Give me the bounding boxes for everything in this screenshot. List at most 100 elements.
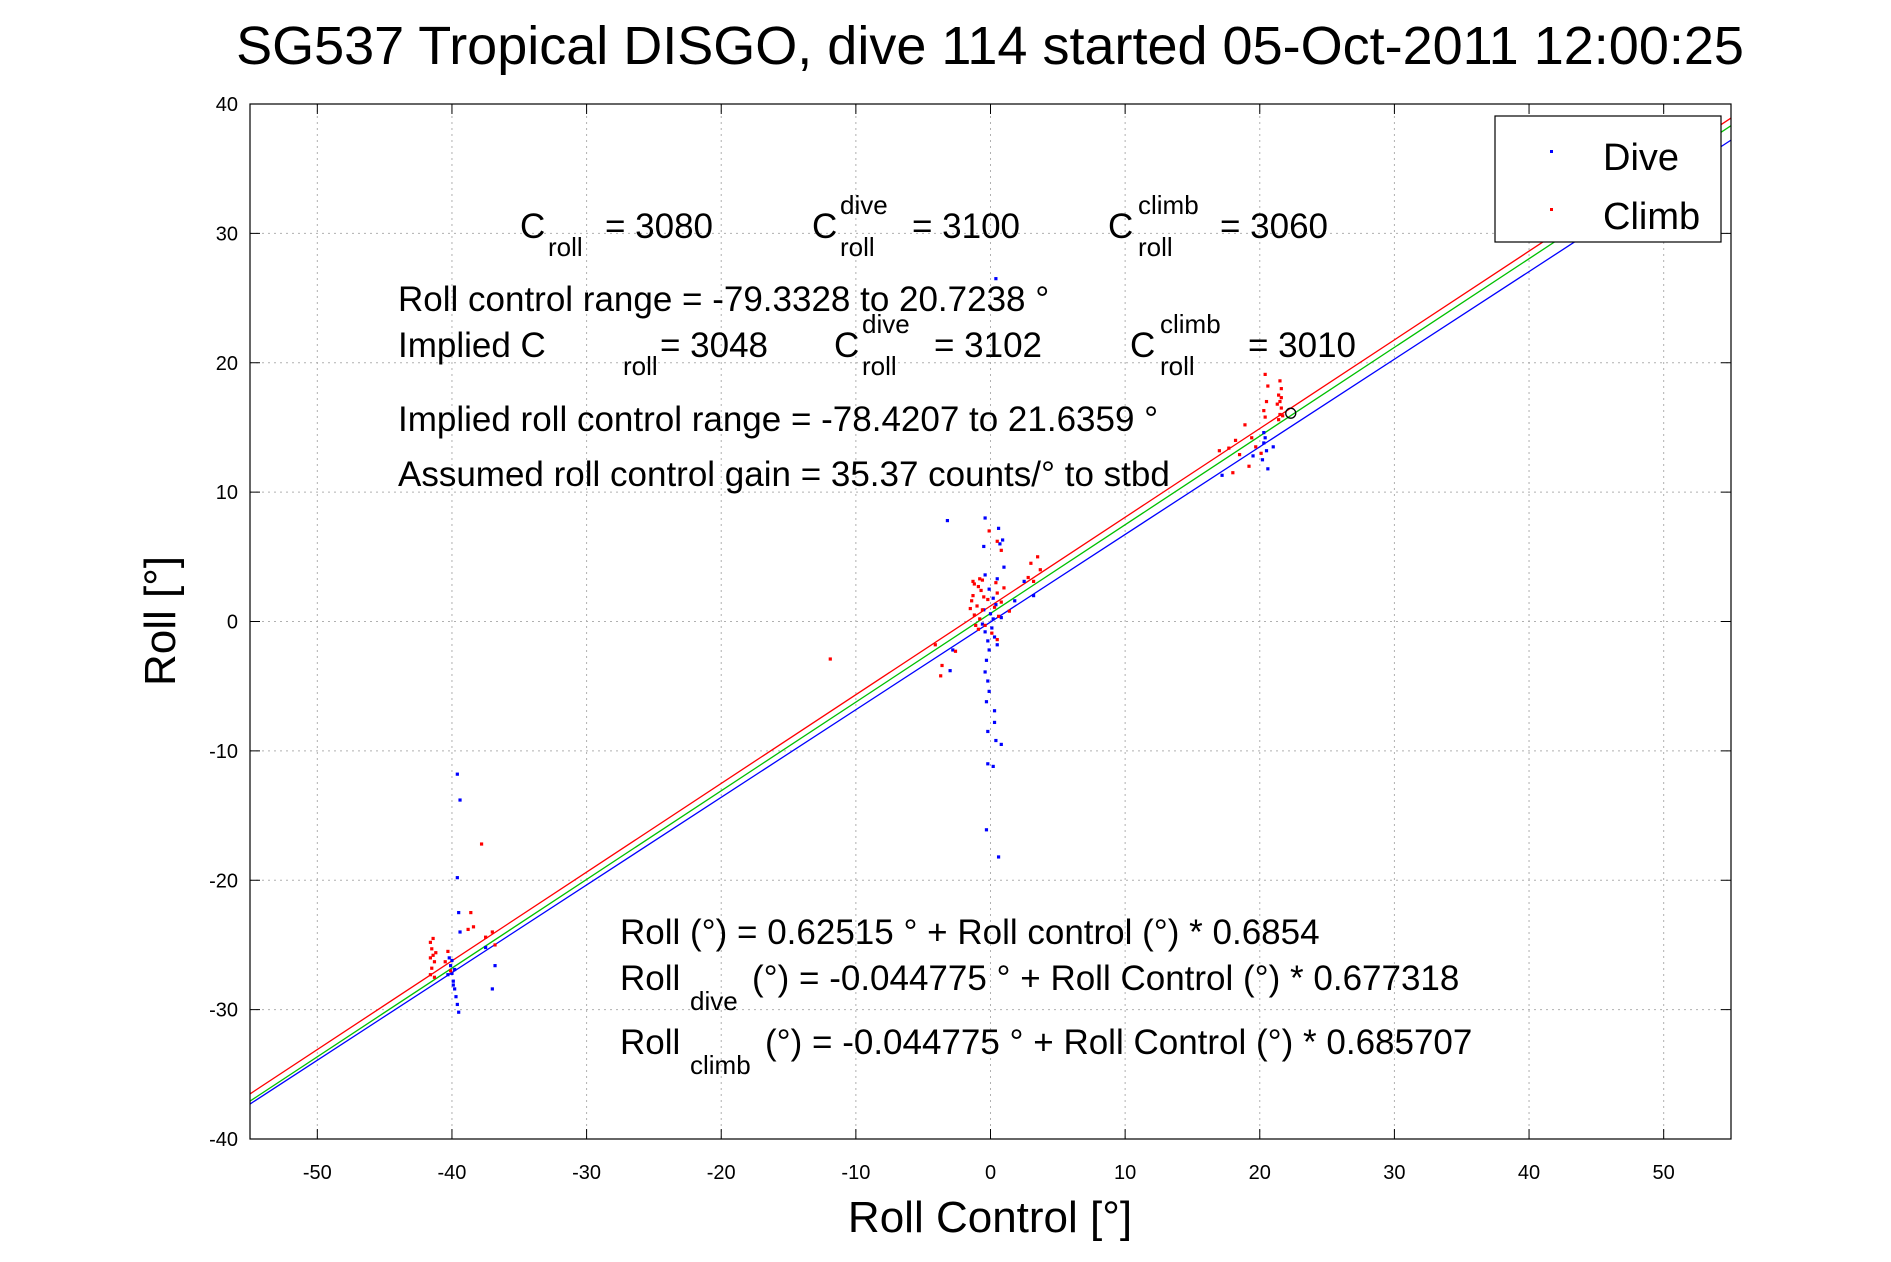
y-tick-label: 10: [216, 482, 238, 504]
x-tick-label: 20: [1249, 1162, 1271, 1184]
x-tick-label: -20: [707, 1162, 736, 1184]
climb-point: [431, 953, 435, 957]
dive-point: [446, 973, 450, 977]
climb-point: [1007, 609, 1011, 613]
y-tick-label: 0: [227, 612, 238, 634]
dive-point: [449, 964, 453, 968]
climb-point: [1278, 412, 1282, 417]
dive-point: [455, 772, 459, 776]
data-points: [428, 277, 1297, 1014]
dive-point: [1013, 599, 1017, 603]
dive-point: [980, 622, 985, 626]
equation-climb-label: Roll: [620, 1023, 680, 1062]
dive-point: [1271, 445, 1275, 449]
climb-point: [430, 947, 434, 951]
dive-point: [992, 635, 997, 639]
implied-c-roll-dive-value: = 3102: [934, 326, 1042, 365]
dive-point: [1262, 431, 1266, 435]
climb-point: [995, 591, 999, 595]
dive-point: [982, 544, 986, 549]
climb-point: [1279, 387, 1283, 391]
dive-point: [992, 720, 997, 725]
equation-dive: Roll dive (°) = -0.044775 ° + Roll Contr…: [620, 959, 1459, 1016]
climb-point: [1250, 436, 1254, 440]
implied-c-roll-climb-value: = 3010: [1248, 326, 1356, 365]
highlight-circle-marker: [1285, 407, 1297, 419]
climb-point: [828, 657, 832, 661]
climb-point: [995, 539, 999, 543]
fit-line-dive: [249, 139, 1732, 1105]
y-tick-label: -30: [209, 1000, 238, 1022]
c-roll-value: = 3080: [605, 207, 713, 246]
x-axis-label: Roll Control [°]: [848, 1193, 1132, 1242]
climb-point: [995, 638, 999, 642]
implied-range-text: Implied roll control range = -78.4207 to…: [398, 400, 1158, 439]
climb-point: [1262, 409, 1266, 413]
implied-c-roll-climb-sub: roll: [1160, 351, 1195, 381]
dive-point: [998, 542, 1002, 546]
dive-point: [995, 643, 999, 647]
climb-point: [1279, 406, 1283, 410]
c-roll-sub: roll: [548, 232, 583, 262]
climb-point: [1031, 579, 1036, 583]
climb-point: [972, 582, 976, 586]
dive-point: [447, 956, 451, 960]
dive-point: [1001, 538, 1005, 542]
climb-point: [971, 579, 975, 583]
annotation-c-constants: C roll = 3080 C dive roll = 3100 C climb…: [520, 190, 1328, 262]
dive-point: [1264, 449, 1269, 453]
dive-point: [999, 616, 1003, 620]
legend-climb-marker: [1550, 208, 1553, 211]
legend-dive-label: Dive: [1603, 137, 1679, 179]
gain-text: Assumed roll control gain = 35.37 counts…: [398, 455, 1170, 494]
legend: Dive Climb: [1494, 115, 1722, 243]
dive-point: [450, 958, 454, 963]
climb-point: [1029, 561, 1033, 565]
climb-point: [428, 940, 433, 944]
c-roll-dive-value: = 3100: [912, 207, 1020, 246]
climb-point: [443, 960, 447, 964]
implied-c-roll-dive-sub: roll: [862, 351, 897, 381]
dive-point: [984, 658, 989, 662]
x-tick-label: -30: [572, 1162, 601, 1184]
climb-point: [490, 930, 494, 934]
dive-point: [1262, 441, 1266, 445]
x-tick-label: -10: [841, 1162, 870, 1184]
chart-title: SG537 Tropical DISGO, dive 114 started 0…: [236, 16, 1744, 76]
y-tick-label: 40: [216, 94, 238, 116]
y-tick-label: -20: [209, 870, 238, 892]
climb-point: [1277, 418, 1281, 422]
climb-point: [428, 956, 433, 960]
climb-point: [978, 617, 982, 621]
climb-point: [434, 951, 438, 955]
dive-point: [983, 516, 987, 520]
climb-point: [976, 627, 980, 631]
dive-point: [1022, 579, 1026, 583]
dive-point: [1251, 454, 1255, 458]
range-text: Roll control range = -79.3328 to 20.7238…: [398, 280, 1049, 319]
climb-point: [1275, 402, 1279, 406]
dive-point: [994, 738, 998, 743]
dive-point: [983, 573, 987, 577]
y-tick-label: -10: [209, 741, 238, 763]
climb-point: [466, 927, 470, 932]
climb-point: [990, 631, 994, 635]
climb-point: [970, 599, 974, 603]
x-tick-label: -40: [438, 1162, 467, 1184]
dive-point: [484, 945, 488, 950]
dive-point: [986, 729, 990, 734]
equation-climb-sub: climb: [690, 1050, 751, 1080]
climb-point: [976, 584, 980, 589]
c-roll-climb-sub: roll: [1138, 232, 1173, 262]
y-tick-label: 30: [216, 223, 238, 245]
x-tick-label: -50: [303, 1162, 332, 1184]
dive-point: [458, 930, 462, 934]
climb-point: [1002, 586, 1006, 590]
dive-point: [454, 995, 458, 999]
dive-point: [451, 979, 455, 983]
legend-dive-marker: [1550, 150, 1553, 153]
dive-point: [996, 855, 1001, 859]
climb-point: [983, 623, 987, 627]
x-tick-label: 10: [1114, 1162, 1136, 1184]
